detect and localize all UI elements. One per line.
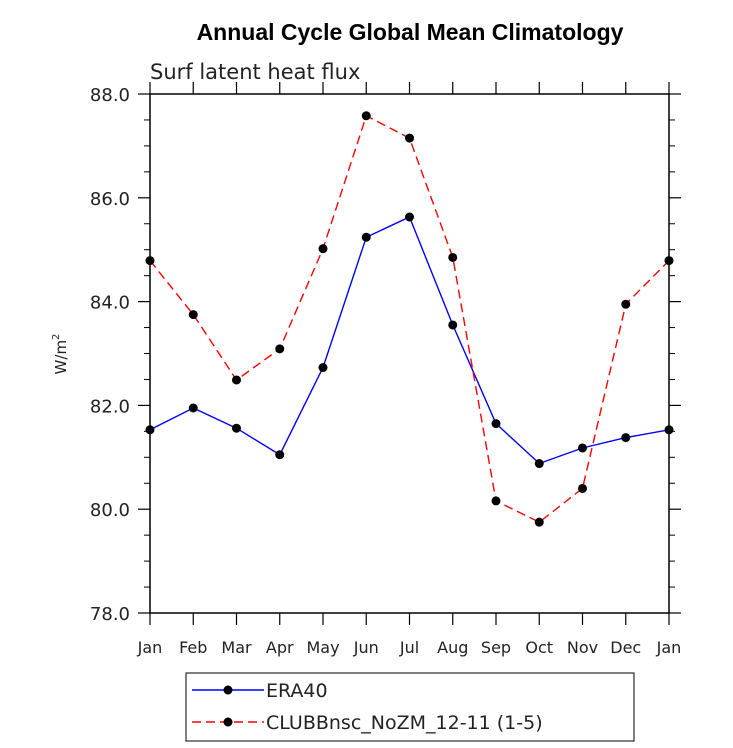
y-axis-label-text: W/m xyxy=(52,340,70,375)
data-point xyxy=(491,419,501,429)
y-tick-label: 86.0 xyxy=(90,189,130,210)
data-point xyxy=(232,375,241,385)
data-point xyxy=(491,496,501,506)
y-tick-label: 78.0 xyxy=(90,604,130,625)
x-tick-label: Jan xyxy=(656,638,682,657)
x-tick-label: May xyxy=(306,638,339,657)
data-point xyxy=(318,244,328,254)
y-tick-label: 82.0 xyxy=(90,396,130,417)
data-point xyxy=(275,450,285,460)
x-tick-label: Jan xyxy=(137,638,163,657)
x-tick-label: Jul xyxy=(399,638,419,657)
legend-marker-clubb xyxy=(223,717,233,727)
data-point xyxy=(621,299,631,309)
x-tick-label: Jun xyxy=(353,638,379,657)
y-tick-labels: 78.0 80.0 82.0 84.0 86.0 88.0 xyxy=(90,85,130,625)
y-axis-label: W/m2 xyxy=(51,334,70,375)
data-point xyxy=(361,232,371,242)
y-tick-label: 88.0 xyxy=(90,85,130,106)
series-1 xyxy=(145,111,674,527)
x-tick-label: Sep xyxy=(481,638,511,657)
data-point xyxy=(448,320,458,330)
data-point xyxy=(405,133,414,143)
series-line xyxy=(149,114,670,524)
chart-title: Annual Cycle Global Mean Climatology xyxy=(197,19,624,45)
chart-subtitle: Surf latent heat flux xyxy=(150,60,360,84)
y-axis-label-superscript: 2 xyxy=(51,334,62,340)
data-point xyxy=(318,363,328,373)
legend: ERA40 CLUBBnsc_NoZM_12-11 (1-5) xyxy=(185,672,635,742)
data-point xyxy=(275,344,285,354)
legend-box xyxy=(185,672,635,742)
data-point xyxy=(232,423,241,433)
tick-marks xyxy=(138,82,681,625)
legend-label-era40: ERA40 xyxy=(266,680,328,702)
data-point xyxy=(188,403,198,413)
plot-frame xyxy=(149,93,670,614)
x-tick-label: Oct xyxy=(525,638,553,657)
x-tick-label: Dec xyxy=(610,638,641,657)
x-tick-labels: Jan Feb Mar Apr May Jun Jul Aug Sep Oct Nov Dec Jan xyxy=(137,638,682,657)
data-point xyxy=(361,111,371,121)
data-point xyxy=(621,433,631,443)
series-layer xyxy=(145,111,674,527)
x-tick-label: Feb xyxy=(179,638,207,657)
x-tick-label: Mar xyxy=(221,638,252,657)
y-tick-label: 84.0 xyxy=(90,293,130,314)
y-tick-label: 80.0 xyxy=(90,500,130,521)
series-line xyxy=(149,216,670,465)
x-tick-label: Nov xyxy=(567,638,598,657)
series-0 xyxy=(145,212,674,469)
data-point xyxy=(188,310,198,320)
data-point xyxy=(448,252,458,262)
legend-marker-era40 xyxy=(223,685,233,695)
data-point xyxy=(405,212,414,222)
legend-label-clubb: CLUBBnsc_NoZM_12-11 (1-5) xyxy=(266,712,543,734)
x-tick-label: Apr xyxy=(266,638,294,657)
data-point xyxy=(578,483,587,493)
data-point xyxy=(534,517,544,527)
x-tick-label: Aug xyxy=(437,638,468,657)
data-point xyxy=(578,443,587,453)
data-point xyxy=(534,459,544,469)
